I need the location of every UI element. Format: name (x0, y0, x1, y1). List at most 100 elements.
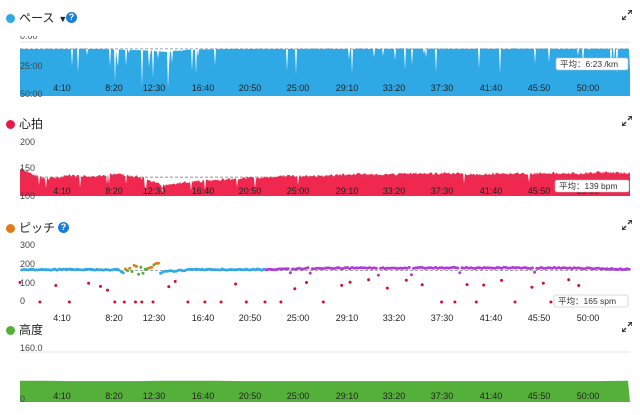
x-tick-label: 29:10 (336, 186, 359, 196)
y-tick-label: 200 (20, 259, 35, 269)
cadence-point (335, 266, 339, 270)
x-tick-label: 45:50 (528, 313, 551, 323)
cadence-point (139, 265, 143, 269)
pace-legend-dot (6, 14, 15, 23)
cadence-outlier-point (340, 283, 344, 287)
x-tick-label: 12:30 (143, 391, 166, 401)
cadence-point (438, 266, 442, 270)
cadence-point (352, 266, 356, 270)
cadence-point (117, 268, 121, 272)
cadence-point (387, 266, 391, 270)
average-badge: 平均：139 bpm (554, 179, 630, 193)
x-tick-label: 33:20 (383, 391, 406, 401)
expand-icon[interactable] (622, 322, 632, 332)
x-tick-label: 37:30 (431, 391, 454, 401)
cadence-point (247, 268, 251, 272)
cadence-point (427, 266, 431, 270)
average-label: 平均：139 bpm (559, 181, 618, 191)
y-tick-label: 200 (20, 138, 35, 147)
cadence-point (423, 266, 427, 270)
cadence-point (343, 266, 347, 270)
cadence-point (192, 267, 196, 271)
cadence-point (60, 268, 64, 271)
help-icon[interactable]: ? (58, 222, 69, 233)
cadence-point (75, 267, 79, 271)
y-tick-label: 150 (20, 163, 35, 173)
cadence-point (326, 266, 330, 270)
pace-metric-dropdown[interactable]: ペース ▼ (19, 10, 67, 27)
help-icon[interactable]: ? (66, 12, 77, 23)
cadence-point (189, 268, 193, 271)
cadence-point (515, 266, 519, 270)
x-tick-label: 45:50 (528, 186, 551, 196)
cadence-outlier-point (140, 300, 144, 304)
cadence-point (150, 265, 154, 269)
elevation-area (20, 380, 630, 402)
cadence-point (119, 270, 123, 273)
y-tick-label: 0:00 (20, 36, 38, 41)
x-tick-label: 8:20 (105, 313, 123, 323)
cadence-outlier-point (567, 278, 571, 282)
cadence-point (216, 268, 220, 272)
cadence-outlier-point (541, 281, 545, 285)
x-tick-label: 50:00 (577, 391, 600, 401)
cadence-point (522, 266, 526, 270)
cadence-outlier-point (474, 300, 478, 304)
cadence-point (548, 266, 552, 270)
cadence-outlier-point (420, 283, 424, 287)
cadence-point (585, 266, 589, 270)
cadence-point (451, 265, 455, 269)
cadence-point (590, 267, 594, 271)
cadence-point (561, 266, 565, 270)
x-tick-label: 8:20 (105, 391, 123, 401)
heart-rate-panel: 心拍 200 150 100 4:10 8:20 12:30 16:40 20:50 25:00… (0, 116, 640, 206)
x-tick-label: 20:50 (239, 186, 262, 196)
cadence-point (513, 266, 517, 270)
y-tick-label: 50:00 (20, 89, 43, 99)
x-tick-label: 20:50 (239, 313, 262, 323)
cadence-point (128, 266, 132, 270)
average-badge: 平均：165 spm (553, 294, 629, 308)
expand-icon[interactable] (622, 10, 632, 20)
cadence-outlier-point (106, 288, 109, 292)
x-tick-label: 12:30 (143, 186, 166, 196)
cadence-point (71, 268, 75, 271)
y-tick-label: 100 (20, 191, 35, 201)
elevation-chart: 160.0 0 4:10 8:20 12:30 16:40 20:50 25:00 29:10 3… (20, 344, 630, 404)
elevation-panel: 高度 160.0 0 4:10 8:20 12:30 16:40 20:50 25:00 29:… (0, 322, 640, 412)
expand-icon[interactable] (622, 116, 632, 126)
cadence-point (363, 266, 367, 270)
cadence-point (77, 268, 81, 272)
expand-icon[interactable] (622, 220, 632, 230)
cadence-panel: ピッチ ? 300 200 100 0 4:10 8:20 12:30 16:40 20:50 2… (0, 220, 640, 323)
cadence-point (506, 266, 510, 270)
cadence-point (62, 267, 66, 271)
x-tick-label: 37:30 (431, 83, 454, 93)
cadence-point (486, 266, 490, 270)
heart-rate-title: 心拍 (19, 117, 44, 131)
cadence-outlier-point (305, 281, 308, 284)
pace-chart: 0:00 25:00 50:00 4:10 8:20 12:30 16:40 20:50 25:… (20, 36, 630, 99)
cadence-point (502, 265, 506, 269)
x-tick-label: 25:00 (287, 186, 310, 196)
cadence-outlier-point (113, 300, 117, 304)
cadence-points (18, 261, 631, 304)
cadence-outlier-point (173, 279, 177, 283)
cadence-point (104, 268, 108, 271)
cadence-point (491, 266, 495, 270)
cadence-point (137, 272, 141, 276)
cadence-outlier-point (263, 300, 267, 304)
cadence-point (319, 267, 323, 270)
cadence-point (271, 268, 275, 272)
cadence-point (156, 261, 160, 265)
x-tick-label: 50:00 (577, 83, 600, 93)
cadence-point (511, 266, 515, 269)
cadence-point (282, 267, 286, 271)
cadence-outlier-point (234, 282, 238, 286)
cadence-point (284, 267, 288, 271)
x-tick-label: 4:10 (53, 186, 71, 196)
x-tick-label: 16:40 (192, 186, 215, 196)
cadence-outlier-point (99, 284, 102, 288)
cadence-outlier-point (186, 300, 190, 304)
cadence-point (471, 266, 475, 270)
